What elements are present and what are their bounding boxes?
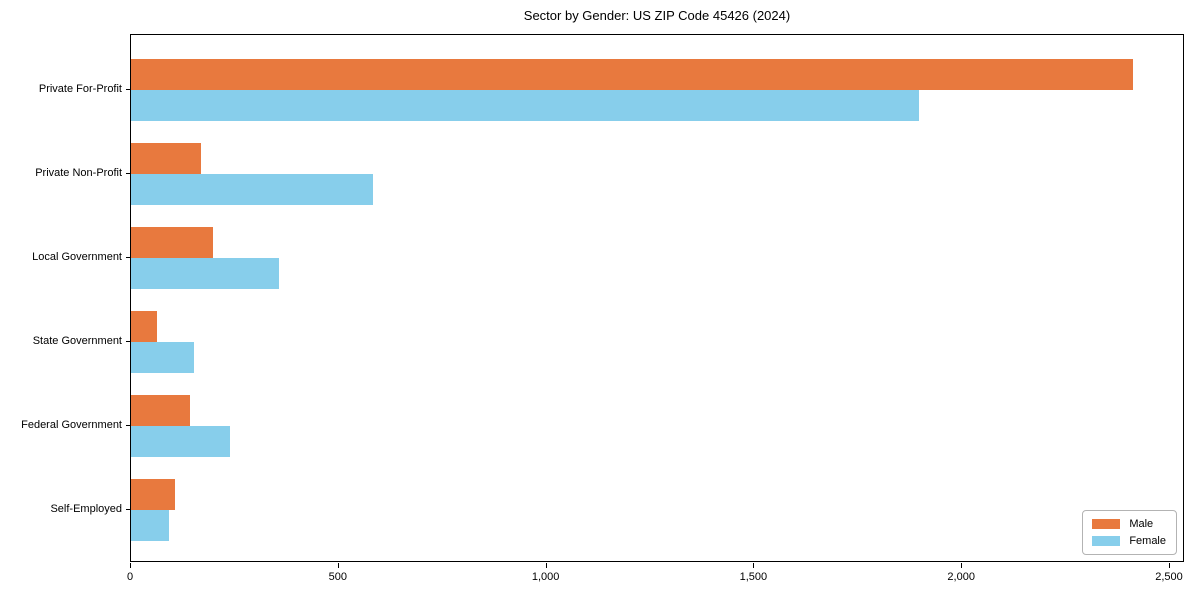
x-tick-mark	[545, 563, 547, 568]
y-tick-label: State Government	[32, 335, 122, 347]
y-tick-label: Self-Employed	[50, 503, 122, 515]
x-tick-label: 2,000	[947, 571, 975, 583]
y-tick-mark	[126, 89, 130, 90]
y-tick-mark	[126, 341, 130, 342]
chart-title: Sector by Gender: US ZIP Code 45426 (202…	[523, 8, 791, 23]
x-tick-mark	[130, 563, 131, 568]
male-color-swatch	[1092, 519, 1121, 529]
x-tick-label: 500	[328, 571, 347, 583]
y-tick-label: Private For-Profit	[38, 83, 122, 95]
bar-male	[131, 59, 1133, 90]
x-tick-label: 1,000	[531, 571, 560, 583]
legend-label-male: Male	[1129, 518, 1154, 530]
legend-item-male: Male	[1092, 518, 1166, 530]
legend-label-female: Female	[1129, 535, 1166, 547]
bar-female	[131, 426, 230, 457]
bar-male	[131, 311, 157, 342]
y-tick-mark	[126, 173, 130, 174]
x-tick-label: 1,500	[739, 571, 768, 583]
y-tick-label: Private Non-Profit	[35, 167, 122, 179]
bar-female	[131, 258, 279, 289]
y-tick-mark	[126, 509, 130, 510]
plot-area: Male Female	[130, 34, 1184, 562]
x-tick-mark	[1169, 563, 1170, 568]
y-tick-mark	[126, 257, 130, 258]
bar-female	[131, 510, 169, 541]
legend: Male Female	[1082, 510, 1177, 555]
y-tick-label: Local Government	[32, 251, 122, 263]
y-tick-label: Federal Government	[21, 419, 122, 431]
bar-male	[131, 479, 175, 510]
legend-item-female: Female	[1092, 535, 1166, 547]
female-color-swatch	[1092, 536, 1121, 546]
bar-female	[131, 342, 195, 373]
x-tick-label: 2,500	[1155, 571, 1183, 583]
bar-male	[131, 395, 190, 426]
x-tick-mark	[337, 563, 339, 568]
x-tick-label: 0	[126, 571, 134, 583]
x-tick-mark	[753, 563, 755, 568]
bar-male	[131, 227, 213, 258]
bar-female	[131, 174, 374, 205]
bar-female	[131, 90, 919, 121]
y-axis-labels: Private For-Profit Private Non-Profit Loca…	[0, 34, 122, 562]
y-tick-mark	[126, 425, 130, 426]
x-tick-mark	[961, 563, 963, 568]
bar-male	[131, 143, 201, 174]
